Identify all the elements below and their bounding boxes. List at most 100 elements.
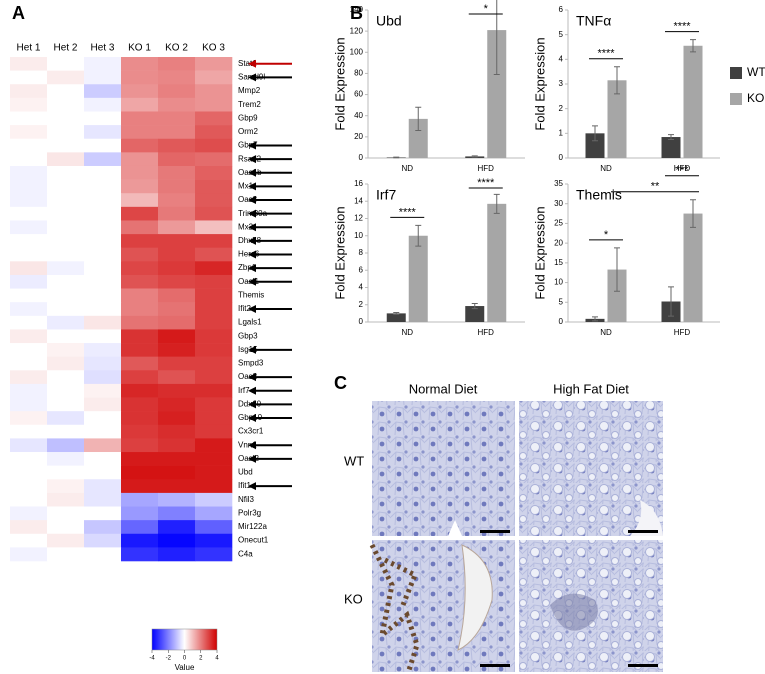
heat-cell <box>47 206 85 221</box>
arrow-head <box>248 454 256 463</box>
heat-cell <box>195 520 233 535</box>
heat-cell <box>84 111 122 126</box>
heat-cell <box>84 288 122 303</box>
heat-cell <box>121 97 159 112</box>
row-label: Smpd3 <box>238 359 264 368</box>
heat-cell <box>121 152 159 167</box>
arrow-head <box>248 182 256 191</box>
heat-cell <box>47 329 85 344</box>
heat-cell <box>121 383 159 398</box>
row-label: Oasl2 <box>238 454 259 463</box>
error-bar <box>614 66 620 95</box>
error-bar <box>690 39 696 53</box>
heat-cell <box>10 111 48 126</box>
column-label: KO 2 <box>165 43 188 54</box>
heat-cell <box>84 84 122 99</box>
y-tick-label: 6 <box>359 265 364 274</box>
arrow-head <box>248 441 256 450</box>
heat-cell <box>10 411 48 426</box>
heat-cell <box>121 315 159 330</box>
heat-cell <box>10 234 48 249</box>
arrow-head <box>248 413 256 422</box>
row-label: Gbp9 <box>238 113 258 122</box>
heat-cell <box>10 520 48 535</box>
heat-cell <box>195 288 233 303</box>
row-label: Gbp3 <box>238 331 258 340</box>
heat-cell <box>121 193 159 208</box>
error-bar <box>415 224 422 247</box>
error-bar <box>668 286 674 317</box>
row-label: Oasl1 <box>238 277 259 286</box>
heat-cell <box>84 193 122 208</box>
row-label: Onecut1 <box>238 536 269 545</box>
heat-cell <box>10 165 48 180</box>
colorbar-tick-label: 4 <box>215 656 219 662</box>
heat-cell <box>121 452 159 466</box>
x-tick-label: ND <box>401 328 413 337</box>
y-tick-label: 30 <box>554 199 563 208</box>
heat-cell <box>195 479 233 494</box>
x-tick-label: HFD <box>478 328 495 337</box>
legend-swatch <box>730 93 742 105</box>
y-tick-label: 5 <box>559 297 564 306</box>
heat-cell <box>158 97 196 112</box>
heat-cell <box>195 234 233 249</box>
heat-cell <box>10 138 48 153</box>
y-tick-label: 10 <box>354 231 363 240</box>
error-bar <box>592 316 598 322</box>
arrow-head <box>248 345 256 354</box>
heat-cell <box>47 370 85 385</box>
heat-cell <box>84 424 122 439</box>
heat-cell <box>10 356 48 371</box>
y-tick-label: 4 <box>359 283 364 292</box>
column-label: Het 2 <box>54 43 78 54</box>
heat-cell <box>10 57 48 71</box>
heat-cell <box>195 152 233 167</box>
heat-cell <box>47 424 85 439</box>
heat-cell <box>84 329 122 344</box>
bar <box>386 313 406 322</box>
heat-cell <box>121 138 159 153</box>
heat-cell <box>195 356 233 371</box>
x-tick-label: ND <box>600 164 612 173</box>
y-tick-label: 120 <box>350 26 364 35</box>
heat-cell <box>158 356 196 371</box>
heat-cell <box>47 520 85 535</box>
heat-cell <box>195 111 233 126</box>
heat-cell <box>47 411 85 426</box>
colorbar-tick-label: 2 <box>199 656 203 662</box>
heat-cell <box>47 97 85 112</box>
bar <box>408 235 428 322</box>
error-bar <box>614 247 620 292</box>
heat-cell <box>10 84 48 99</box>
heat-cell <box>84 70 122 85</box>
column-label: KO 3 <box>202 43 225 54</box>
heat-cell <box>10 329 48 344</box>
chart-title: Ubd <box>376 13 402 29</box>
heat-cell <box>84 234 122 249</box>
y-tick-label: 0 <box>559 153 564 162</box>
heat-cell <box>47 343 85 357</box>
y-tick-label: 12 <box>354 214 363 223</box>
heat-cell <box>84 492 122 507</box>
heat-cell <box>121 57 159 71</box>
row-label: Oas2 <box>238 372 258 381</box>
panel-label: A <box>12 3 25 23</box>
row-label: Orm2 <box>238 127 259 136</box>
heat-cell <box>84 179 122 194</box>
y-tick-label: 5 <box>559 30 564 39</box>
x-tick-label: HFD <box>674 164 691 173</box>
heat-cell <box>10 152 48 167</box>
heat-cell <box>195 492 233 507</box>
row-label: Mir122a <box>238 522 267 531</box>
heat-cell <box>121 302 159 317</box>
legend-label: WT <box>747 65 765 79</box>
heat-cell <box>158 533 196 548</box>
significance-label: * <box>604 229 609 241</box>
heat-cell <box>158 452 196 466</box>
heat-cell <box>158 465 196 480</box>
y-tick-label: 80 <box>354 69 363 78</box>
heat-cell <box>47 125 85 140</box>
error-bar <box>690 199 696 228</box>
